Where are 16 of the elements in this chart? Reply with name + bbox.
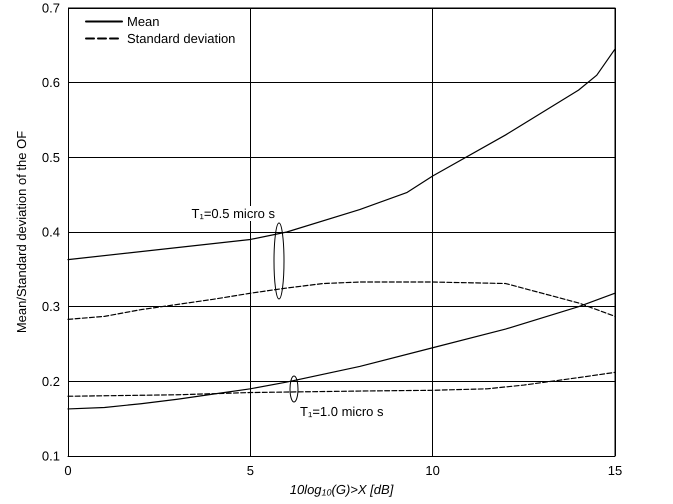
legend-label: Mean bbox=[127, 14, 160, 29]
y-tick-label: 0.2 bbox=[42, 374, 60, 389]
y-tick-label: 0.4 bbox=[42, 224, 60, 240]
annotation: T₁=0.5 micro s bbox=[192, 206, 276, 221]
y-tick-label: 0.1 bbox=[42, 448, 60, 464]
y-tick-label: 0.6 bbox=[42, 75, 60, 90]
x-tick-label: 15 bbox=[608, 463, 622, 478]
legend-label: Standard deviation bbox=[127, 31, 236, 46]
x-tick-label: 5 bbox=[246, 463, 254, 478]
annotation: T₁=1.0 micro s bbox=[300, 404, 384, 419]
x-tick-label: 10 bbox=[425, 463, 440, 478]
y-tick-label: 0.7 bbox=[42, 0, 60, 16]
x-tick-label: 0 bbox=[64, 463, 72, 478]
y-axis-title: Mean/Standard deviation of the OF bbox=[14, 130, 29, 334]
y-tick-label: 0.3 bbox=[42, 299, 60, 314]
y-tick-label: 0.5 bbox=[42, 150, 60, 165]
